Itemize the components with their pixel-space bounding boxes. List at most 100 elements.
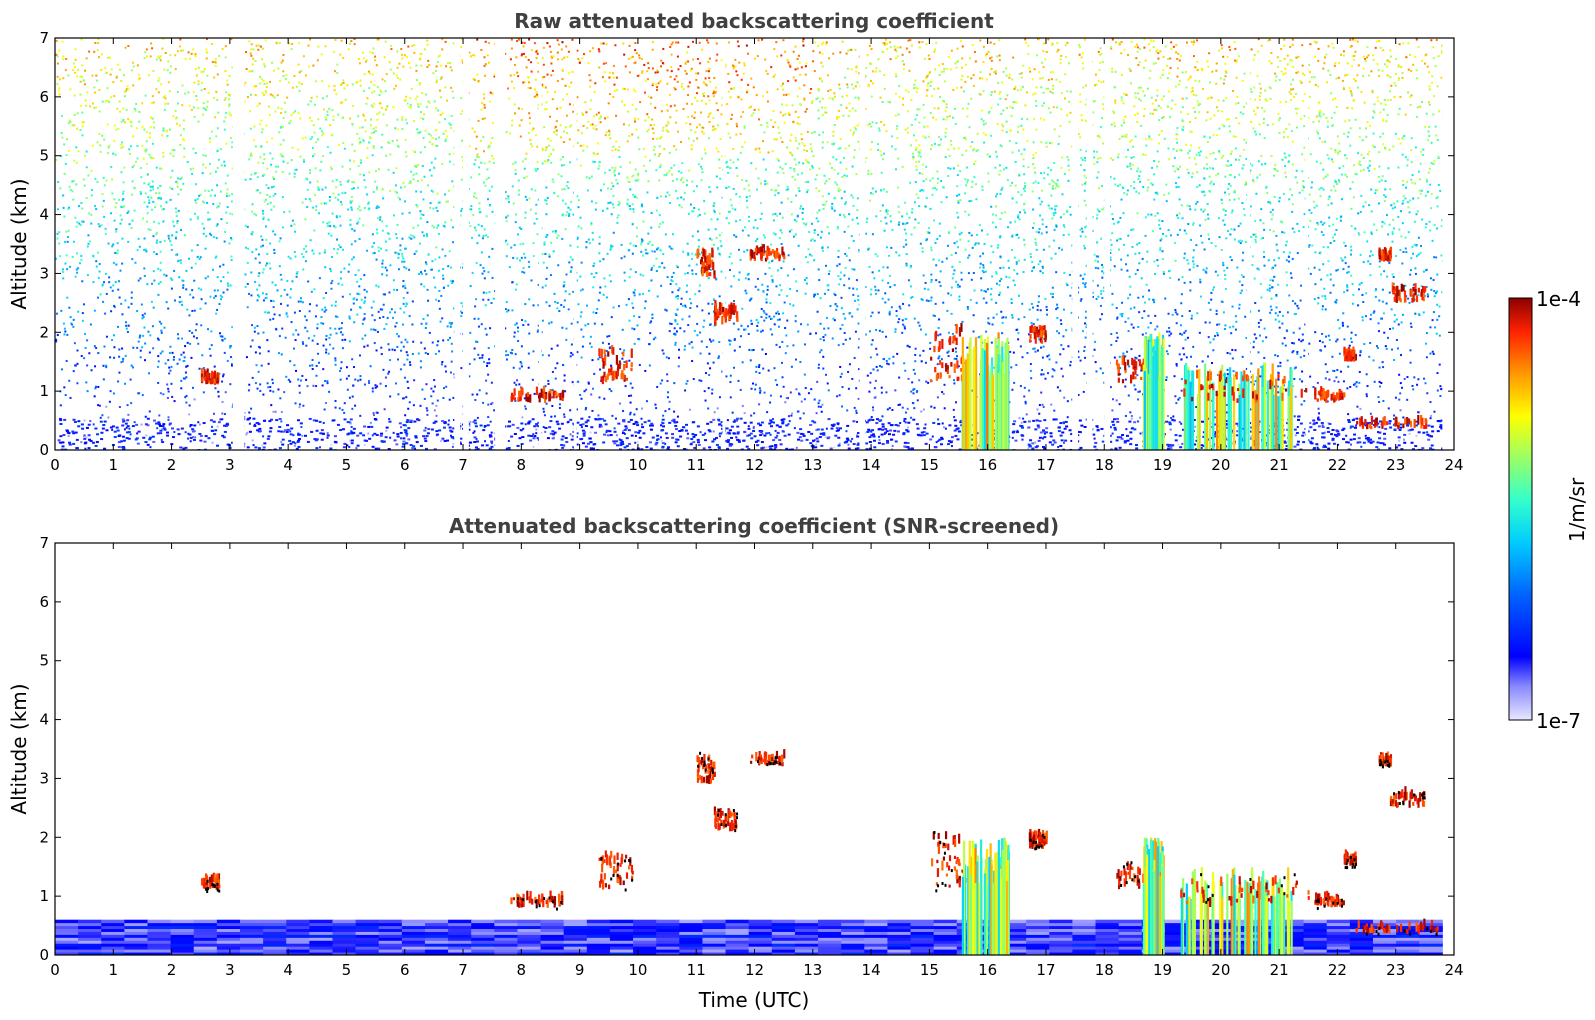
- screened-y-axis: 0 1 2 3 4 5 6 7: [39, 534, 1454, 964]
- colorbar-unit-label: 1/m/sr: [1565, 477, 1589, 542]
- x-tick-label: 8: [517, 961, 527, 979]
- precipitation-column: [1183, 362, 1293, 450]
- cloud-layer: [713, 806, 739, 833]
- y-tick-label: 6: [39, 88, 49, 106]
- x-tick-label: 20: [1211, 456, 1230, 474]
- cloud-layer: [1378, 751, 1393, 769]
- x-tick-label: 11: [687, 456, 706, 474]
- x-tick-label: 20: [1211, 961, 1230, 979]
- x-tick-label: 5: [342, 961, 352, 979]
- x-tick-label: 0: [50, 961, 60, 979]
- x-tick-label: 0: [50, 456, 60, 474]
- x-tick-label: 10: [628, 456, 647, 474]
- raw-boundary-layer: [57, 417, 1445, 450]
- cloud-layer: [931, 831, 967, 893]
- precipitation-column: [1180, 867, 1293, 955]
- y-tick-label: 1: [39, 382, 49, 400]
- colorbar-min-label: 1e-7: [1536, 709, 1581, 733]
- x-tick-label: 21: [1270, 456, 1289, 474]
- raw-data-gaps: [232, 38, 1454, 450]
- cloud-layer: [713, 300, 739, 326]
- colorbar-gradient: [1508, 297, 1533, 721]
- cloud-layer: [510, 890, 564, 911]
- x-tick-label: 7: [458, 961, 468, 979]
- x-tick-label: 8: [517, 456, 527, 474]
- x-tick-label: 16: [978, 961, 997, 979]
- x-tick-label: 6: [400, 961, 410, 979]
- y-tick-label: 1: [39, 887, 49, 905]
- cloud-layer: [200, 872, 221, 894]
- x-tick-label: 15: [920, 456, 939, 474]
- y-tick-label: 4: [39, 711, 49, 729]
- y-tick-label: 7: [39, 534, 49, 552]
- x-tick-label: 19: [1153, 456, 1172, 474]
- x-tick-label: 24: [1444, 961, 1463, 979]
- x-tick-label: 5: [342, 456, 352, 474]
- x-tick-label: 11: [687, 961, 706, 979]
- x-tick-label: 13: [803, 456, 822, 474]
- y-tick-label: 0: [39, 946, 49, 964]
- cloud-layer: [598, 344, 633, 384]
- y-tick-label: 3: [39, 264, 49, 282]
- cloud-layer: [1356, 414, 1428, 430]
- x-tick-label: 1: [109, 456, 119, 474]
- precipitation-column: [961, 332, 1010, 450]
- x-tick-label: 1: [109, 961, 119, 979]
- x-tick-label: 15: [920, 961, 939, 979]
- x-tick-label: 12: [745, 456, 764, 474]
- y-tick-label: 5: [39, 147, 49, 165]
- y-tick-label: 7: [39, 29, 49, 47]
- cloud-layer: [1389, 786, 1426, 808]
- y-tick-label: 3: [39, 769, 49, 787]
- raw-heatmap-area: [55, 38, 1454, 450]
- x-tick-label: 4: [283, 961, 293, 979]
- raw-backscatter-panel: Raw attenuated backscattering coefficien…: [7, 9, 1464, 474]
- x-tick-label: 9: [575, 456, 585, 474]
- x-tick-label: 10: [628, 961, 647, 979]
- cloud-layer: [1180, 873, 1310, 908]
- screened-y-axis-label: Altitude (km): [7, 683, 31, 814]
- y-tick-label: 6: [39, 593, 49, 611]
- y-tick-label: 0: [39, 441, 49, 459]
- raw-panel-title: Raw attenuated backscattering coefficien…: [514, 9, 994, 33]
- x-tick-label: 23: [1386, 961, 1405, 979]
- cloud-layer: [750, 749, 786, 767]
- x-tick-label: 22: [1328, 456, 1347, 474]
- x-tick-label: 12: [745, 961, 764, 979]
- x-tick-label: 2: [167, 961, 177, 979]
- x-axis-label: Time (UTC): [698, 988, 810, 1012]
- x-tick-label: 18: [1095, 456, 1114, 474]
- x-tick-label: 9: [575, 961, 585, 979]
- screened-backscatter-panel: Attenuated backscattering coefficient (S…: [7, 514, 1464, 1012]
- x-tick-label: 7: [458, 456, 468, 474]
- x-tick-label: 18: [1095, 961, 1114, 979]
- cloud-layer: [696, 247, 716, 279]
- screened-x-axis: 0 1 2 3 4 5 6 7 8 9 10 11 12 13 14 15 16 17 18 19 20 21 22 23 24: [50, 543, 1464, 979]
- y-tick-label: 2: [39, 323, 49, 341]
- cloud-layer: [1314, 386, 1346, 403]
- colorbar: 1e-4 1e-7 1/m/sr: [1508, 287, 1589, 733]
- x-tick-label: 17: [1036, 961, 1055, 979]
- y-tick-label: 5: [39, 652, 49, 670]
- y-tick-label: 2: [39, 828, 49, 846]
- raw-y-axis: 0 1 2 3 4 5 6 7: [39, 29, 1454, 459]
- screened-heatmap-area: [55, 749, 1443, 955]
- cloud-layer: [696, 751, 716, 784]
- x-tick-label: 3: [225, 456, 235, 474]
- cloud-layer: [1355, 918, 1439, 937]
- raw-y-axis-label: Altitude (km): [7, 178, 31, 309]
- cloud-layer: [510, 385, 565, 403]
- cloud-layer: [598, 850, 634, 892]
- cloud-layer: [1314, 890, 1345, 910]
- precipitation-column: [1142, 332, 1165, 450]
- x-tick-label: 14: [862, 456, 881, 474]
- raw-x-axis: 0 1 2 3 4 5 6 7 8 9 10 11 12 13 14 15 16 17 18 19 20 21 22 23 24: [50, 38, 1464, 474]
- cloud-layer: [1391, 282, 1427, 303]
- x-tick-label: 4: [283, 456, 293, 474]
- x-tick-label: 6: [400, 456, 410, 474]
- cloud-layer: [1028, 324, 1047, 344]
- x-tick-label: 3: [225, 961, 235, 979]
- x-tick-label: 13: [803, 961, 822, 979]
- x-tick-label: 24: [1444, 456, 1463, 474]
